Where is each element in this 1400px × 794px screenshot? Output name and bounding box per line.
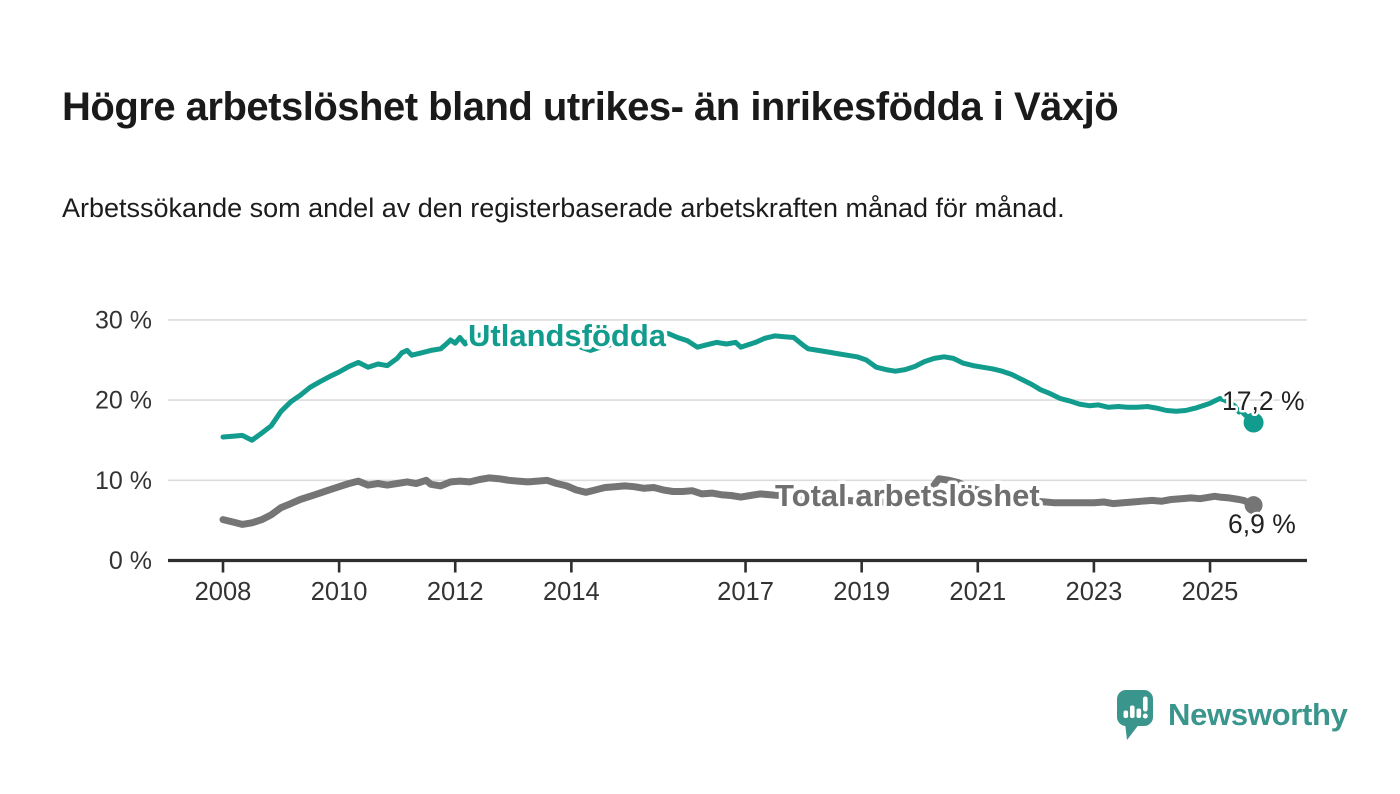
chart-title: Högre arbetslöshet bland utrikes- än inr…: [62, 84, 1119, 129]
series-line-total: [219, 474, 1258, 528]
series-end-dot-utlandsfodda: [1243, 412, 1264, 433]
x-tick-label: 2014: [543, 578, 600, 606]
branding: Newsworthy: [1115, 686, 1348, 744]
y-tick-label: 0 %: [109, 547, 152, 575]
series-end-dot-total: [1244, 496, 1263, 515]
series-end-value-label: 17,2 %: [1222, 386, 1305, 416]
x-tick-label: 2025: [1182, 578, 1239, 606]
x-tick-label: 2019: [833, 578, 890, 606]
y-tick-label: 10 %: [95, 467, 152, 495]
x-tick-label: 2008: [195, 578, 252, 606]
newsworthy-logo-icon: [1117, 690, 1153, 740]
series-end-value-label: 6,9 %: [1228, 509, 1296, 539]
x-tick-label: 2010: [311, 578, 368, 606]
series-label-total: Total arbetslöshet: [775, 478, 1040, 513]
y-tick-label: 30 %: [95, 306, 152, 334]
series-label-utlandsfodda: Utlandsfödda: [468, 318, 667, 353]
x-tick-label: 2021: [949, 578, 1006, 606]
branding-name: Newsworthy: [1168, 697, 1348, 732]
x-tick-label: 2012: [427, 578, 484, 606]
y-tick-label: 20 %: [95, 387, 152, 415]
chart-subtitle: Arbetssökande som andel av den registerb…: [62, 193, 1065, 223]
series-line-utlandsfodda: [220, 331, 1257, 443]
x-tick-label: 2023: [1066, 578, 1123, 606]
x-tick-label: 2017: [717, 578, 774, 606]
